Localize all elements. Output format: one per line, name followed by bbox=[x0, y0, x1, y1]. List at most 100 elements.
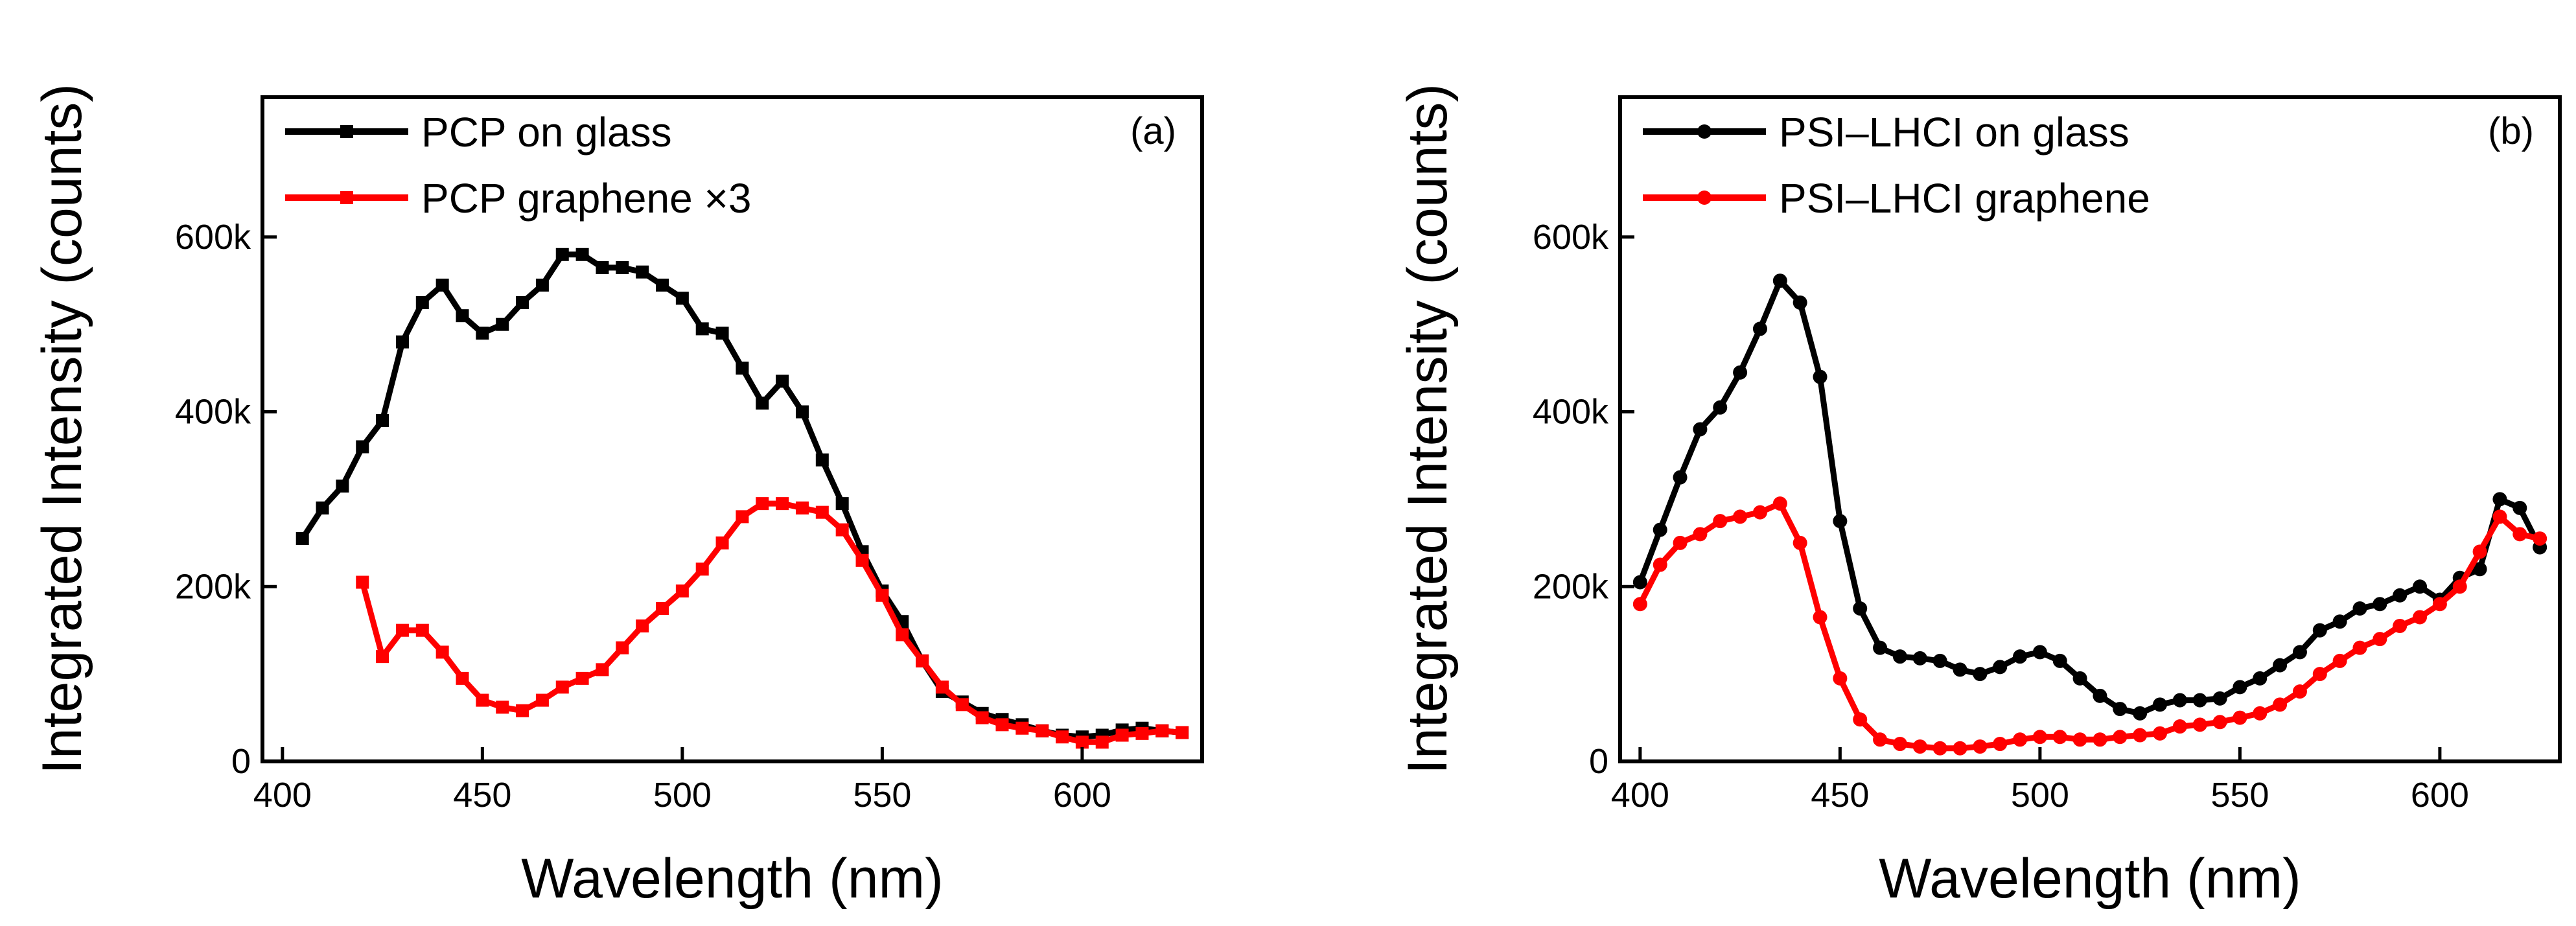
panel-a-y-tick-label-2: 400k bbox=[175, 393, 251, 432]
panel-a-series-1-point-13 bbox=[616, 641, 629, 654]
panel-b-series-1-point-38 bbox=[2393, 618, 2408, 633]
panel-a-series-0-point-0 bbox=[296, 532, 309, 546]
panel-a-series-0-point-11 bbox=[516, 295, 529, 309]
panel-b-plot-frame bbox=[1618, 95, 2562, 763]
panel-b-series-1-point-23 bbox=[2093, 732, 2107, 747]
panel-b-series-0-point-9 bbox=[1813, 369, 1828, 384]
panel-a-series-1-point-0 bbox=[356, 575, 369, 589]
panel-a-series-0-point-18 bbox=[656, 278, 669, 292]
panel-b-y-tick-label-2: 400k bbox=[1533, 393, 1609, 432]
panel-a-series-1-point-7 bbox=[496, 700, 509, 714]
panel-b-series-1-point-17 bbox=[1973, 739, 1988, 754]
panel-b-series-1-point-22 bbox=[2072, 732, 2087, 747]
panel-b-series-1-point-19 bbox=[2013, 732, 2028, 747]
panel-a-series-0-point-1 bbox=[316, 501, 329, 515]
panel-b-x-tick-label-4: 600 bbox=[2411, 776, 2469, 815]
panel-a-series-0-point-14 bbox=[575, 248, 589, 261]
panel-a-series-0-point-19 bbox=[675, 292, 689, 305]
panel-b-series-1-point-28 bbox=[2192, 717, 2207, 732]
panel-b-series-0-point-6 bbox=[1752, 321, 1767, 336]
panel-b-series-0-point-24 bbox=[2113, 702, 2128, 717]
panel-b-series-0-point-38 bbox=[2393, 588, 2408, 603]
panel-a-plot-frame bbox=[261, 95, 1204, 763]
panel-b-series-1-point-20 bbox=[2032, 730, 2047, 745]
panel-a-series-0-point-21 bbox=[715, 327, 729, 340]
legend-b-label-0: PSI–LHCI on glass bbox=[1779, 109, 2129, 156]
panel-b-series-0-point-17 bbox=[1973, 667, 1988, 682]
panel-a-series-1-point-24 bbox=[835, 523, 849, 537]
panel-b-series-1-point-5 bbox=[1733, 509, 1748, 524]
panel-a-series-1-point-27 bbox=[896, 628, 909, 642]
panel-b-series-1-point-3 bbox=[1693, 527, 1708, 542]
legend-a-label-0: PCP on glass bbox=[421, 109, 672, 156]
panel-b-series-1-point-8 bbox=[1793, 535, 1807, 550]
panel-b-series-0-point-35 bbox=[2332, 614, 2347, 629]
panel-a-x-tick-label-0: 400 bbox=[253, 776, 312, 815]
panel-b-series-0-point-39 bbox=[2413, 579, 2428, 594]
panel-b-series-0-point-7 bbox=[1772, 273, 1787, 288]
panel-a-series-0-point-27 bbox=[835, 497, 849, 511]
panel-a-y-tick-label-0: 0 bbox=[231, 742, 251, 781]
panel-b-series-1-point-15 bbox=[1932, 741, 1947, 756]
panel-b-series-0-point-16 bbox=[1953, 662, 1967, 677]
panel-b-series-0-point-13 bbox=[1892, 649, 1907, 664]
panel-a-series-0-point-5 bbox=[395, 335, 409, 349]
panel-b-series-0-point-18 bbox=[1993, 660, 2008, 675]
panel-a-series bbox=[296, 248, 1189, 749]
panel-b-series-0-point-42 bbox=[2472, 562, 2487, 577]
panel-b-series-0-point-27 bbox=[2172, 693, 2187, 708]
panel-b-series-0-point-11 bbox=[1853, 601, 1868, 616]
panel-a-x-tick-label-4: 600 bbox=[1053, 776, 1111, 815]
panel-b-series-1-point-44 bbox=[2512, 527, 2527, 542]
panel-b-series-0-point-29 bbox=[2212, 691, 2227, 706]
panel-b-series-1-point-34 bbox=[2312, 667, 2327, 682]
panel-b-series-1-point-37 bbox=[2373, 632, 2387, 647]
panel-a-series-1-point-37 bbox=[1095, 735, 1109, 749]
panel-a-series-1-point-20 bbox=[756, 497, 769, 511]
panel-b-y-tick-label-3: 600k bbox=[1533, 218, 1609, 257]
panel-b-series-1-point-45 bbox=[2533, 531, 2547, 546]
panel-a-series-0-line bbox=[299, 251, 1183, 740]
panel-a-series-1-point-3 bbox=[415, 623, 429, 637]
panel-a-series-0-point-20 bbox=[695, 322, 709, 336]
panel-a-series-1-point-21 bbox=[776, 497, 789, 511]
panel-a-series-1-point-12 bbox=[596, 663, 609, 677]
panel-a-series-0-point-16 bbox=[616, 260, 629, 274]
panel-b-y-tick-label-1: 200k bbox=[1533, 567, 1609, 606]
panel-b-series-0-point-31 bbox=[2253, 671, 2268, 686]
panel-a-series-1-point-41 bbox=[1176, 726, 1189, 739]
panel-a-series-0-point-3 bbox=[356, 440, 369, 454]
panel-b-series-1-point-7 bbox=[1772, 496, 1787, 511]
panel-b-series-0-point-1 bbox=[1653, 522, 1667, 537]
panel-a-series-0-point-25 bbox=[795, 405, 809, 419]
panel-a-series-1-point-36 bbox=[1075, 735, 1089, 749]
panel-b-series-0-point-22 bbox=[2072, 671, 2087, 686]
panel-a-series-1-point-34 bbox=[1036, 724, 1049, 737]
legend-a-label-1: PCP graphene ×3 bbox=[421, 175, 751, 222]
panel-a-series-1-point-15 bbox=[656, 601, 669, 615]
panel-a-series-0-point-6 bbox=[415, 295, 429, 309]
panel-b-series-0-point-2 bbox=[1673, 470, 1688, 485]
panel-b-ticks: 400 450 500 550 600 0 200k 400k 600k bbox=[1533, 218, 2469, 815]
panel-a-y-tick-label-3: 600k bbox=[175, 218, 251, 257]
legend-b-label-1: PSI–LHCI graphene bbox=[1779, 175, 2150, 222]
panel-b-series-1-point-21 bbox=[2052, 730, 2067, 745]
panel-b-series-0-point-32 bbox=[2273, 658, 2288, 673]
legend-a-marker-0 bbox=[340, 125, 353, 138]
panel-b-series-1-point-29 bbox=[2212, 715, 2227, 730]
panel-b-series-0-point-5 bbox=[1733, 365, 1748, 380]
panel-b-series-1-point-4 bbox=[1713, 514, 1728, 529]
panel-a-ticks: 400 450 500 550 600 0 200k 400k 600k bbox=[175, 218, 1111, 815]
panel-a-series-1-point-40 bbox=[1155, 724, 1169, 737]
panel-a-x-tick-label-2: 500 bbox=[653, 776, 712, 815]
panel-b-series-1-point-6 bbox=[1752, 505, 1767, 520]
panel-a-series-1-point-23 bbox=[815, 505, 829, 519]
panel-b-x-tick-label-0: 400 bbox=[1611, 776, 1669, 815]
panel-a-series-0-point-4 bbox=[376, 414, 389, 428]
panel-b-y-axis-label: Integrated Intensity (counts) bbox=[1397, 84, 1459, 774]
panel-a-series-1-point-14 bbox=[636, 619, 649, 632]
legend-a-marker-1 bbox=[340, 191, 353, 204]
panel-a-series-0-point-8 bbox=[456, 309, 469, 323]
panel-b-x-axis-label: Wavelength (nm) bbox=[1879, 848, 2301, 910]
